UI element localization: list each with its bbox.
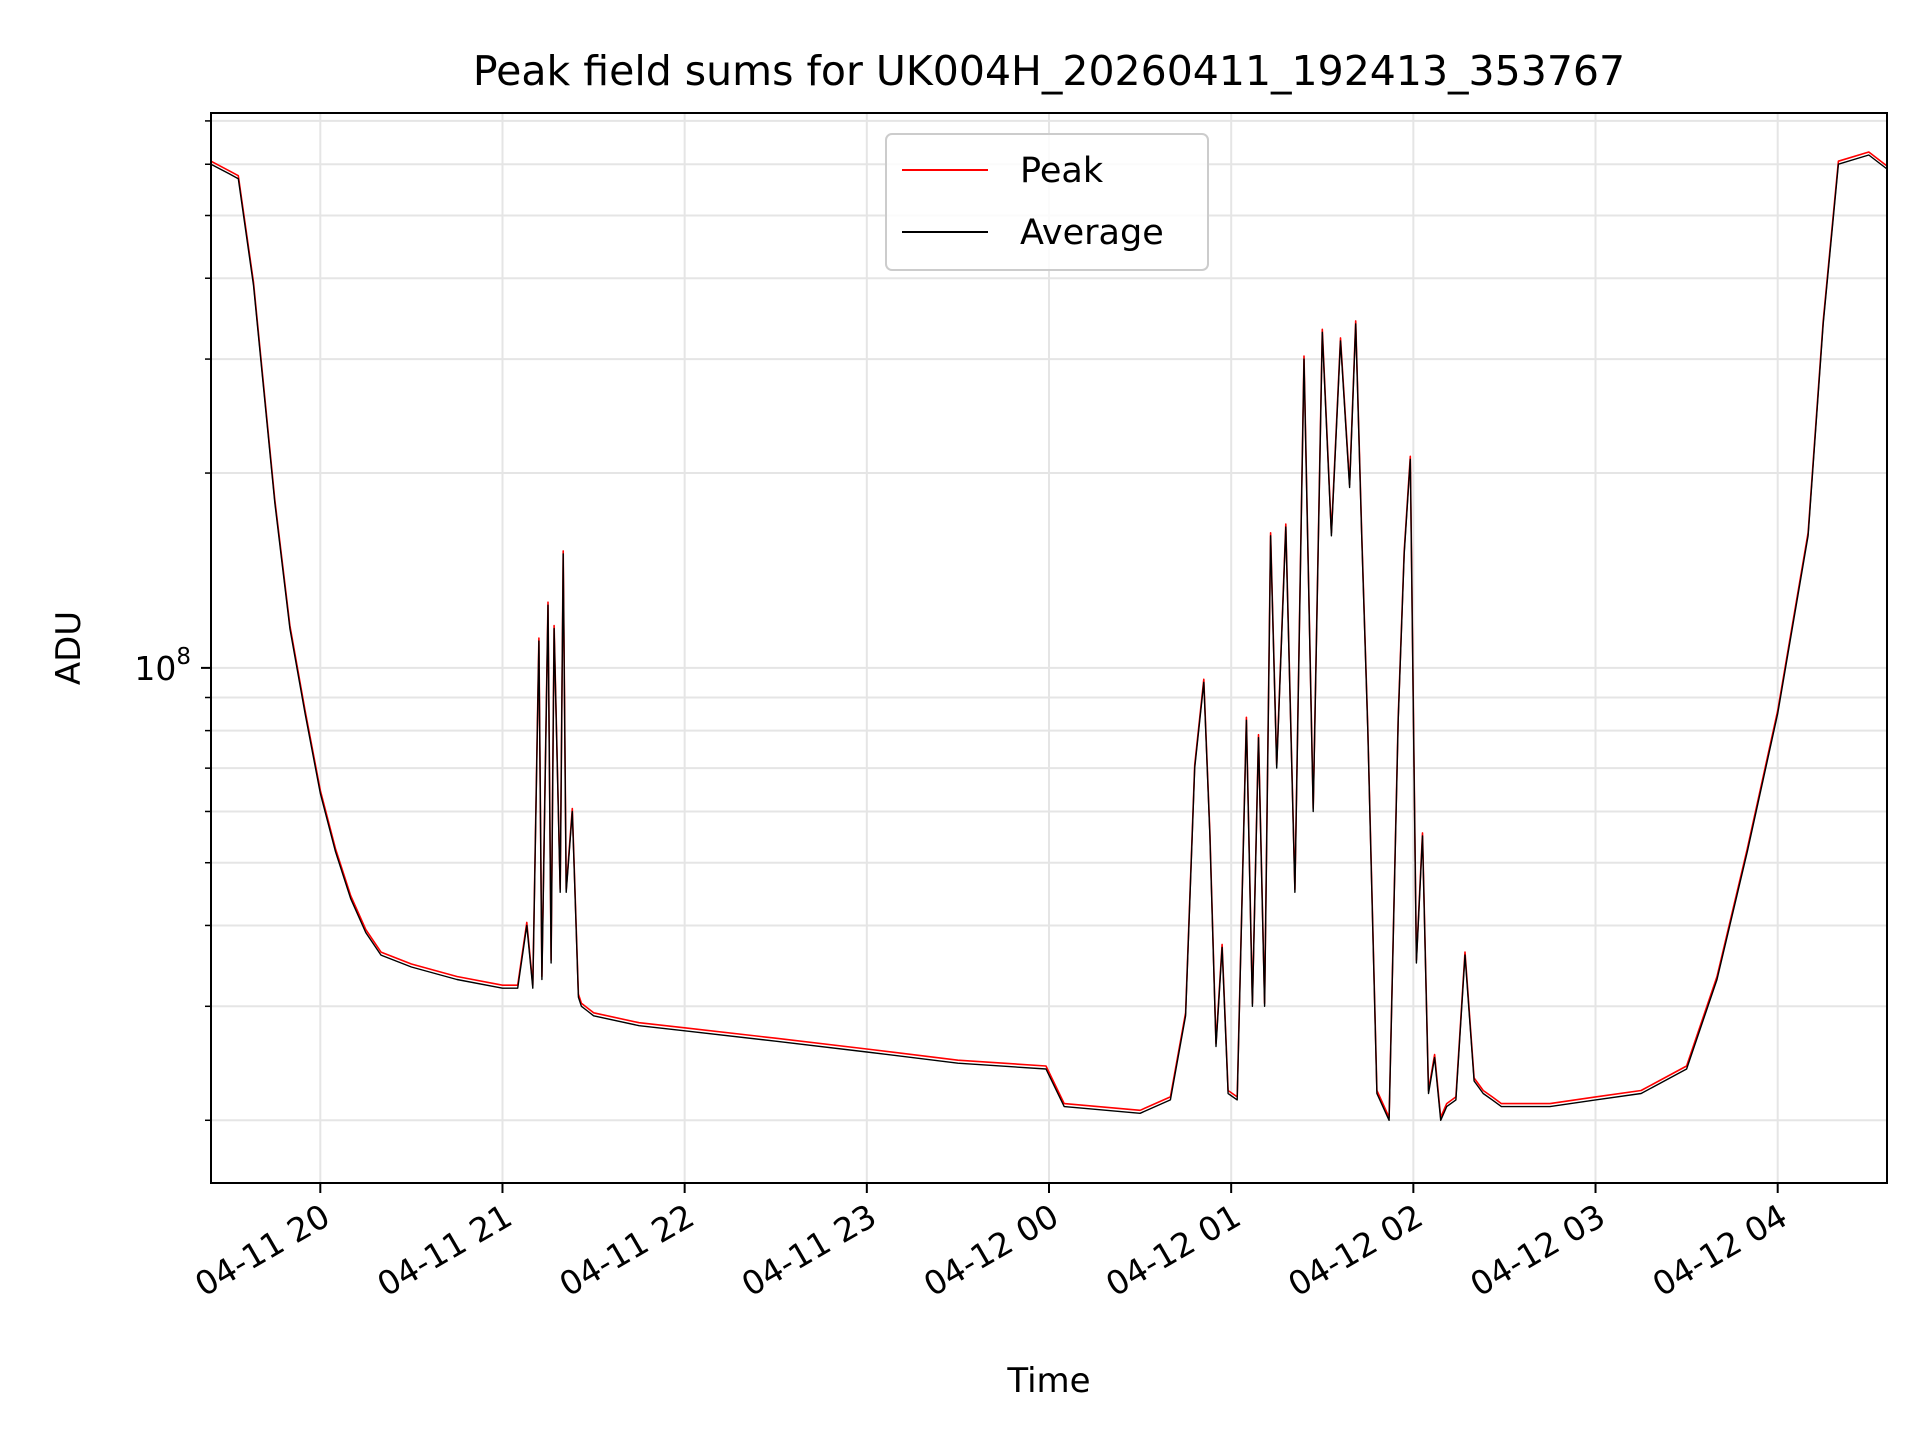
series-layer (210, 151, 1888, 1122)
y-axis-label: ADU (49, 611, 89, 685)
legend-label-average: Average (1020, 213, 1164, 253)
series-line-average (210, 154, 1888, 1122)
chart-title: Peak field sums for UK004H_20260411_1924… (473, 47, 1625, 95)
legend-label-peak: Peak (1020, 151, 1104, 191)
legend: Peak Average (885, 133, 1209, 271)
y-axis: 108 (134, 120, 211, 1122)
legend-box (885, 133, 1209, 271)
x-axis-label: Time (1006, 1361, 1090, 1401)
y-tick-label: 108 (134, 644, 191, 688)
